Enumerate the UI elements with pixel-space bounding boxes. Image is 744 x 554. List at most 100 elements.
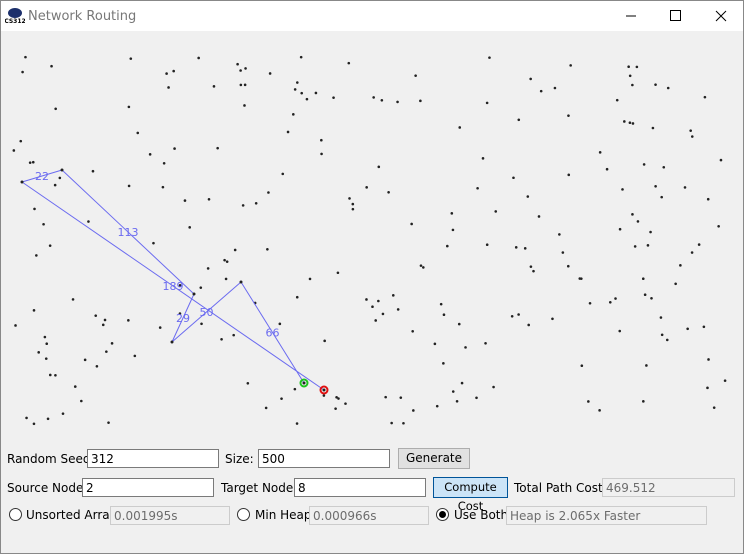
source-input[interactable]: 2 [82, 478, 214, 497]
path-node [239, 280, 243, 284]
node [12, 149, 16, 152]
window-title: Network Routing [28, 9, 137, 24]
node [532, 269, 535, 273]
node [580, 277, 583, 280]
edge-label: 66 [266, 327, 280, 340]
node [334, 407, 337, 410]
node [485, 101, 489, 105]
node [387, 191, 390, 194]
node [216, 146, 219, 150]
node [268, 72, 272, 75]
node [46, 417, 50, 421]
node [83, 358, 87, 362]
node [54, 107, 57, 111]
app-icon: CS312 [5, 8, 25, 25]
label: Random Seed: [7, 452, 95, 466]
node [666, 86, 670, 90]
path-edge [240, 281, 305, 384]
node [200, 322, 203, 326]
node [455, 400, 459, 403]
node [451, 390, 455, 393]
node [332, 96, 335, 99]
node [206, 267, 210, 270]
node [433, 342, 437, 346]
node [458, 126, 462, 129]
node [514, 246, 518, 249]
node [178, 312, 182, 315]
compute-button[interactable]: Compute Cost [433, 477, 508, 513]
node [476, 186, 479, 190]
node [54, 373, 57, 377]
node [598, 409, 601, 412]
edge-label: 50 [200, 306, 214, 319]
source-marker [299, 378, 309, 388]
node [244, 67, 247, 70]
path-node [60, 168, 64, 172]
node [336, 271, 340, 275]
node [199, 286, 203, 289]
path-node [170, 340, 174, 344]
target-input[interactable]: 8 [294, 478, 426, 497]
node [683, 186, 687, 189]
node [239, 83, 243, 87]
radio-both[interactable] [436, 508, 449, 521]
node [71, 298, 75, 301]
generate-button[interactable]: Generate [398, 448, 470, 469]
edge-label: 113 [118, 226, 139, 239]
node [320, 138, 323, 142]
node [233, 248, 237, 252]
node [133, 354, 137, 358]
node [178, 283, 182, 287]
radio-heap[interactable] [237, 508, 250, 521]
node [665, 338, 669, 342]
node [442, 362, 445, 365]
node [25, 416, 28, 420]
node [396, 308, 400, 311]
node [50, 64, 53, 68]
node [662, 165, 666, 169]
edge-label: 22 [35, 170, 49, 183]
path-node [20, 180, 24, 184]
node [679, 264, 682, 267]
node [631, 213, 634, 216]
node [485, 243, 489, 247]
node [246, 381, 250, 385]
node [162, 162, 166, 165]
node [717, 225, 720, 228]
node [158, 326, 162, 329]
node [300, 91, 304, 95]
node [165, 72, 168, 75]
window-buttons[interactable] [611, 1, 743, 31]
node [188, 226, 192, 229]
node [295, 422, 299, 425]
edge-label: 189 [163, 280, 184, 293]
path-edge [171, 293, 195, 343]
node [308, 277, 312, 281]
seed-input[interactable]: 312 [87, 449, 219, 468]
node [712, 406, 716, 409]
node [254, 201, 258, 205]
label: Total Path Cost: [514, 481, 607, 495]
node [365, 186, 368, 189]
node [280, 397, 283, 400]
radio-unsorted[interactable] [9, 508, 22, 521]
path-node [322, 388, 326, 392]
node [605, 167, 609, 171]
node [384, 395, 387, 399]
node [558, 233, 561, 236]
node [618, 227, 622, 231]
node [475, 396, 478, 400]
node [377, 165, 381, 169]
node [167, 86, 170, 89]
node [523, 247, 527, 250]
node [58, 176, 62, 180]
path-edge [61, 169, 195, 295]
label: Min Heap [255, 508, 312, 522]
node [621, 188, 624, 191]
node [553, 86, 557, 90]
node [381, 312, 385, 316]
size-input[interactable]: 500 [258, 449, 390, 468]
node [402, 421, 405, 425]
node [32, 309, 36, 312]
node [80, 399, 83, 403]
